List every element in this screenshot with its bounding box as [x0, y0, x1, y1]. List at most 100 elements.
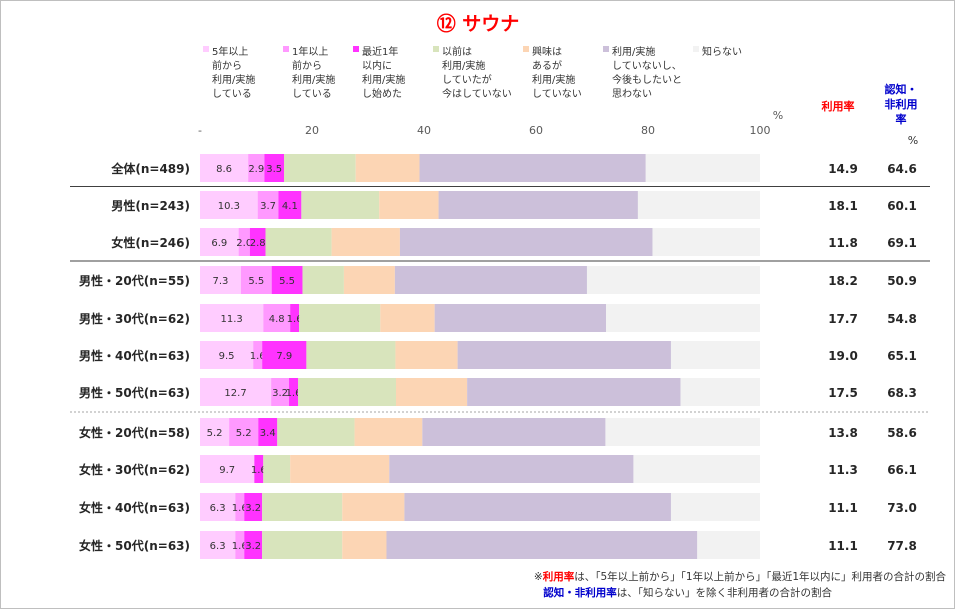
usage-value: 11.1	[828, 501, 858, 515]
bar-value-label: 5.2	[236, 428, 252, 439]
bar-segment	[229, 418, 259, 446]
bar-segment	[277, 418, 355, 446]
x-tick-label: 40	[417, 124, 431, 137]
bar-segment	[265, 228, 332, 256]
bar-segment	[200, 493, 236, 521]
legend-label-3: 利用/実施	[362, 73, 405, 86]
bar-segment	[697, 531, 760, 559]
legend-label-5: 興味は	[532, 46, 562, 58]
row-label: 男性・30代(n=62)	[79, 311, 190, 326]
bar-value-label: 3.2	[272, 388, 288, 399]
bar-value-label: 1.6	[287, 314, 303, 325]
legend-label-3: 以内に	[362, 59, 392, 72]
usage-value: 17.5	[828, 386, 858, 400]
legend-label-6: していないし、	[612, 60, 682, 72]
unit-label: %	[773, 109, 783, 122]
bar-segment	[380, 304, 435, 332]
bar-segment	[248, 154, 265, 182]
legend-label-1: 5年以上	[212, 45, 248, 58]
bar-segment	[395, 341, 458, 369]
row-label: 女性・40代(n=63)	[79, 500, 190, 515]
bar-segment	[200, 418, 230, 446]
usage-value: 14.9	[828, 162, 858, 176]
legend-label-4: 今はしていない	[442, 87, 512, 100]
bar-value-label: 1.6	[232, 503, 248, 514]
bar-segment	[244, 531, 263, 559]
row-label: 男性・40代(n=63)	[79, 348, 190, 363]
bar-value-label: 3.5	[266, 164, 282, 175]
aware-value: 64.6	[887, 162, 917, 176]
bar-segment	[271, 378, 290, 406]
aware-value: 50.9	[887, 274, 917, 288]
row-label: 女性・50代(n=63)	[79, 538, 190, 553]
bar-segment	[386, 531, 698, 559]
legend-label-2: 1年以上	[292, 45, 328, 58]
bar-value-label: 4.1	[282, 201, 298, 212]
bar-segment	[235, 531, 245, 559]
bar-segment	[434, 304, 606, 332]
row-label: 男性・20代(n=55)	[79, 273, 190, 288]
bar-segment	[670, 493, 760, 521]
bar-segment	[652, 228, 760, 256]
bar-segment	[254, 455, 264, 483]
bar-segment	[284, 154, 356, 182]
bar-value-label: 5.2	[207, 428, 223, 439]
bar-segment	[680, 378, 760, 406]
bar-segment	[637, 191, 760, 219]
legend-label-2: 前から	[292, 59, 322, 72]
usage-header: 利用率	[822, 99, 855, 113]
bar-value-label: 5.5	[248, 276, 264, 287]
bar-value-label: 3.4	[260, 428, 276, 439]
bar-segment	[394, 266, 587, 294]
bar-segment	[200, 191, 258, 219]
bar-segment	[278, 191, 302, 219]
bar-segment	[301, 191, 380, 219]
bar-segment	[262, 493, 343, 521]
bar-segment	[263, 304, 291, 332]
bar-segment	[586, 266, 760, 294]
legend-label-5: あるが	[532, 59, 562, 72]
bar-value-label: 3.2	[245, 541, 261, 552]
legend-label-6: 今後もしたいと	[612, 73, 682, 86]
usage-value: 18.2	[828, 274, 858, 288]
legend-swatch-2	[283, 46, 289, 52]
bar-value-label: 1.6	[250, 351, 266, 362]
bar-segment	[238, 228, 250, 256]
bar-segment	[299, 304, 381, 332]
bar-segment	[404, 493, 671, 521]
bar-segment	[633, 455, 760, 483]
legend-label-1: している	[212, 88, 252, 100]
aware-value: 66.1	[887, 463, 917, 477]
bar-value-label: 6.9	[211, 238, 227, 249]
bar-value-label: 2.0	[236, 238, 252, 249]
bar-segment	[457, 341, 671, 369]
legend-swatch-1	[203, 46, 209, 52]
bar-segment	[355, 154, 420, 182]
bar-segment	[331, 228, 400, 256]
bar-value-label: 6.3	[210, 503, 226, 514]
bar-segment	[258, 418, 278, 446]
bar-value-label: 5.5	[279, 276, 295, 287]
legend-label-2: している	[292, 88, 332, 100]
chart-title: ⑫ サウナ	[437, 12, 520, 35]
aware-value: 73.0	[887, 501, 917, 515]
bar-segment	[271, 266, 303, 294]
bar-segment	[262, 341, 307, 369]
bar-segment	[249, 228, 266, 256]
usage-value: 11.3	[828, 463, 858, 477]
bar-segment	[200, 378, 272, 406]
legend-label-3: 最近1年	[362, 45, 398, 58]
legend-label-5: 利用/実施	[532, 73, 575, 86]
aware-value: 68.3	[887, 386, 917, 400]
bar-value-label: 7.3	[212, 276, 228, 287]
bar-value-label: 1.6	[232, 541, 248, 552]
bar-segment	[200, 455, 255, 483]
bar-segment	[200, 304, 264, 332]
bar-segment	[289, 378, 298, 406]
aware-unit: %	[908, 134, 918, 147]
legend-label-5: していない	[532, 88, 582, 100]
usage-value: 11.1	[828, 539, 858, 553]
bar-segment	[354, 418, 423, 446]
